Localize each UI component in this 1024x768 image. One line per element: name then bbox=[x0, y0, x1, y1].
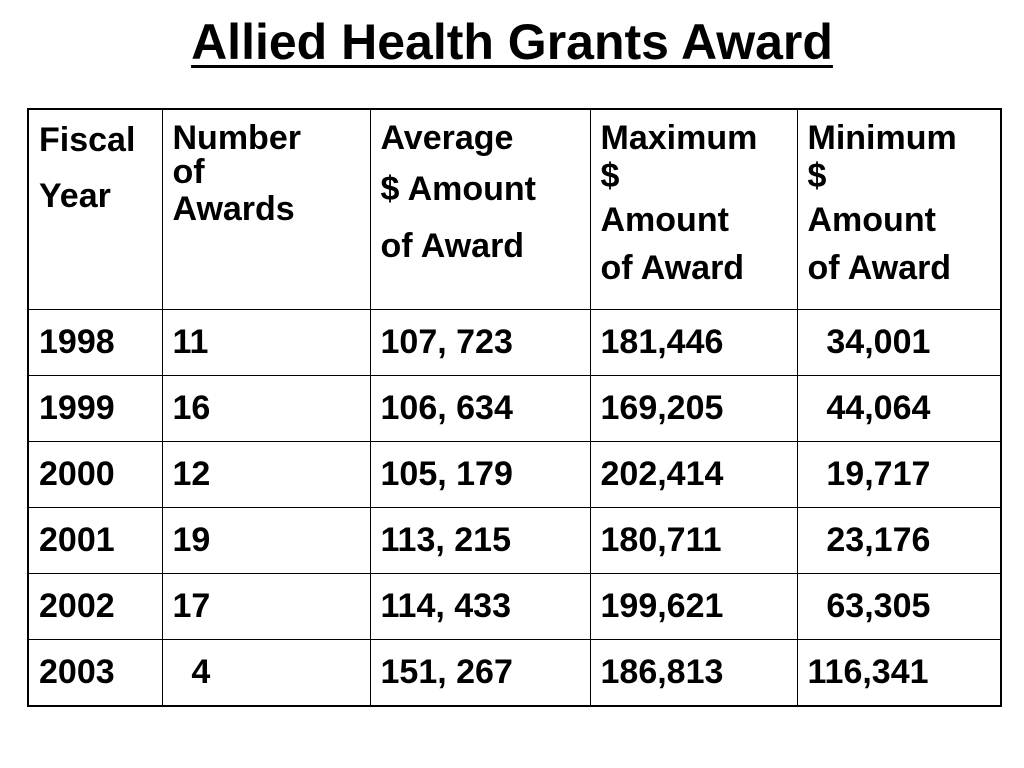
cell-minimum-amount: 34,001 bbox=[796, 308, 1002, 376]
header-line: Awards bbox=[172, 190, 295, 228]
cell-average-amount: 114, 433 bbox=[369, 572, 591, 640]
cell-minimum-amount: 116,341 bbox=[796, 638, 1002, 706]
page-title: Allied Health Grants Award bbox=[191, 14, 833, 70]
cell-fiscal-year: 2001 bbox=[27, 506, 163, 574]
table-row: 2001 19 113, 215 180,711 23,176 bbox=[27, 506, 1002, 574]
cell-maximum-amount: 169,205 bbox=[589, 374, 798, 442]
header-maximum-amount: Maximum $ Amount of Award bbox=[589, 108, 798, 310]
cell-fiscal-year: 1999 bbox=[27, 374, 163, 442]
header-line: $ bbox=[807, 157, 827, 195]
header-line: Year bbox=[39, 177, 111, 215]
header-line: Minimum bbox=[807, 119, 957, 157]
cell-minimum-amount: 44,064 bbox=[796, 374, 1002, 442]
cell-number-of-awards: 12 bbox=[161, 440, 371, 508]
header-line: of Award bbox=[380, 227, 525, 265]
table-row: 1999 16 106, 634 169,205 44,064 bbox=[27, 374, 1002, 442]
header-line: Average bbox=[380, 119, 514, 157]
cell-fiscal-year: 1998 bbox=[27, 308, 163, 376]
cell-average-amount: 105, 179 bbox=[369, 440, 591, 508]
cell-maximum-amount: 180,711 bbox=[589, 506, 798, 574]
header-average-amount: Average $ Amount of Award bbox=[369, 108, 591, 310]
header-line: Maximum bbox=[600, 119, 758, 157]
header-line: of Award bbox=[807, 249, 952, 287]
header-minimum-amount: Minimum $ Amount of Award bbox=[796, 108, 1002, 310]
header-line: $ bbox=[600, 157, 620, 195]
table-row: 2002 17 114, 433 199,621 63,305 bbox=[27, 572, 1002, 640]
header-number-of-awards: Number of Awards bbox=[161, 108, 371, 310]
cell-number-of-awards: 4 bbox=[161, 638, 371, 706]
cell-number-of-awards: 17 bbox=[161, 572, 371, 640]
cell-number-of-awards: 19 bbox=[161, 506, 371, 574]
header-fiscal-year: Fiscal Year bbox=[27, 108, 163, 310]
cell-maximum-amount: 202,414 bbox=[589, 440, 798, 508]
table-row: 2000 12 105, 179 202,414 19,717 bbox=[27, 440, 1002, 508]
header-line: Number bbox=[172, 119, 301, 157]
grants-table: Fiscal Year Number of Awards Average $ A… bbox=[27, 108, 1002, 707]
table-row: 2003 4 151, 267 186,813 116,341 bbox=[27, 638, 1002, 706]
table-row: 1998 11 107, 723 181,446 34,001 bbox=[27, 308, 1002, 376]
cell-average-amount: 113, 215 bbox=[369, 506, 591, 574]
header-line: of bbox=[172, 153, 205, 191]
cell-minimum-amount: 63,305 bbox=[796, 572, 1002, 640]
header-line: Amount bbox=[807, 201, 936, 239]
table-header-row: Fiscal Year Number of Awards Average $ A… bbox=[27, 108, 1002, 310]
cell-average-amount: 107, 723 bbox=[369, 308, 591, 376]
header-line: of Award bbox=[600, 249, 745, 287]
cell-maximum-amount: 181,446 bbox=[589, 308, 798, 376]
header-line: $ Amount bbox=[380, 170, 537, 208]
cell-number-of-awards: 16 bbox=[161, 374, 371, 442]
cell-minimum-amount: 19,717 bbox=[796, 440, 1002, 508]
cell-minimum-amount: 23,176 bbox=[796, 506, 1002, 574]
cell-fiscal-year: 2003 bbox=[27, 638, 163, 706]
header-line: Amount bbox=[600, 201, 729, 239]
cell-average-amount: 106, 634 bbox=[369, 374, 591, 442]
cell-maximum-amount: 199,621 bbox=[589, 572, 798, 640]
header-line: Fiscal bbox=[39, 121, 136, 159]
cell-fiscal-year: 2000 bbox=[27, 440, 163, 508]
cell-fiscal-year: 2002 bbox=[27, 572, 163, 640]
cell-number-of-awards: 11 bbox=[161, 308, 371, 376]
cell-average-amount: 151, 267 bbox=[369, 638, 591, 706]
cell-maximum-amount: 186,813 bbox=[589, 638, 798, 706]
